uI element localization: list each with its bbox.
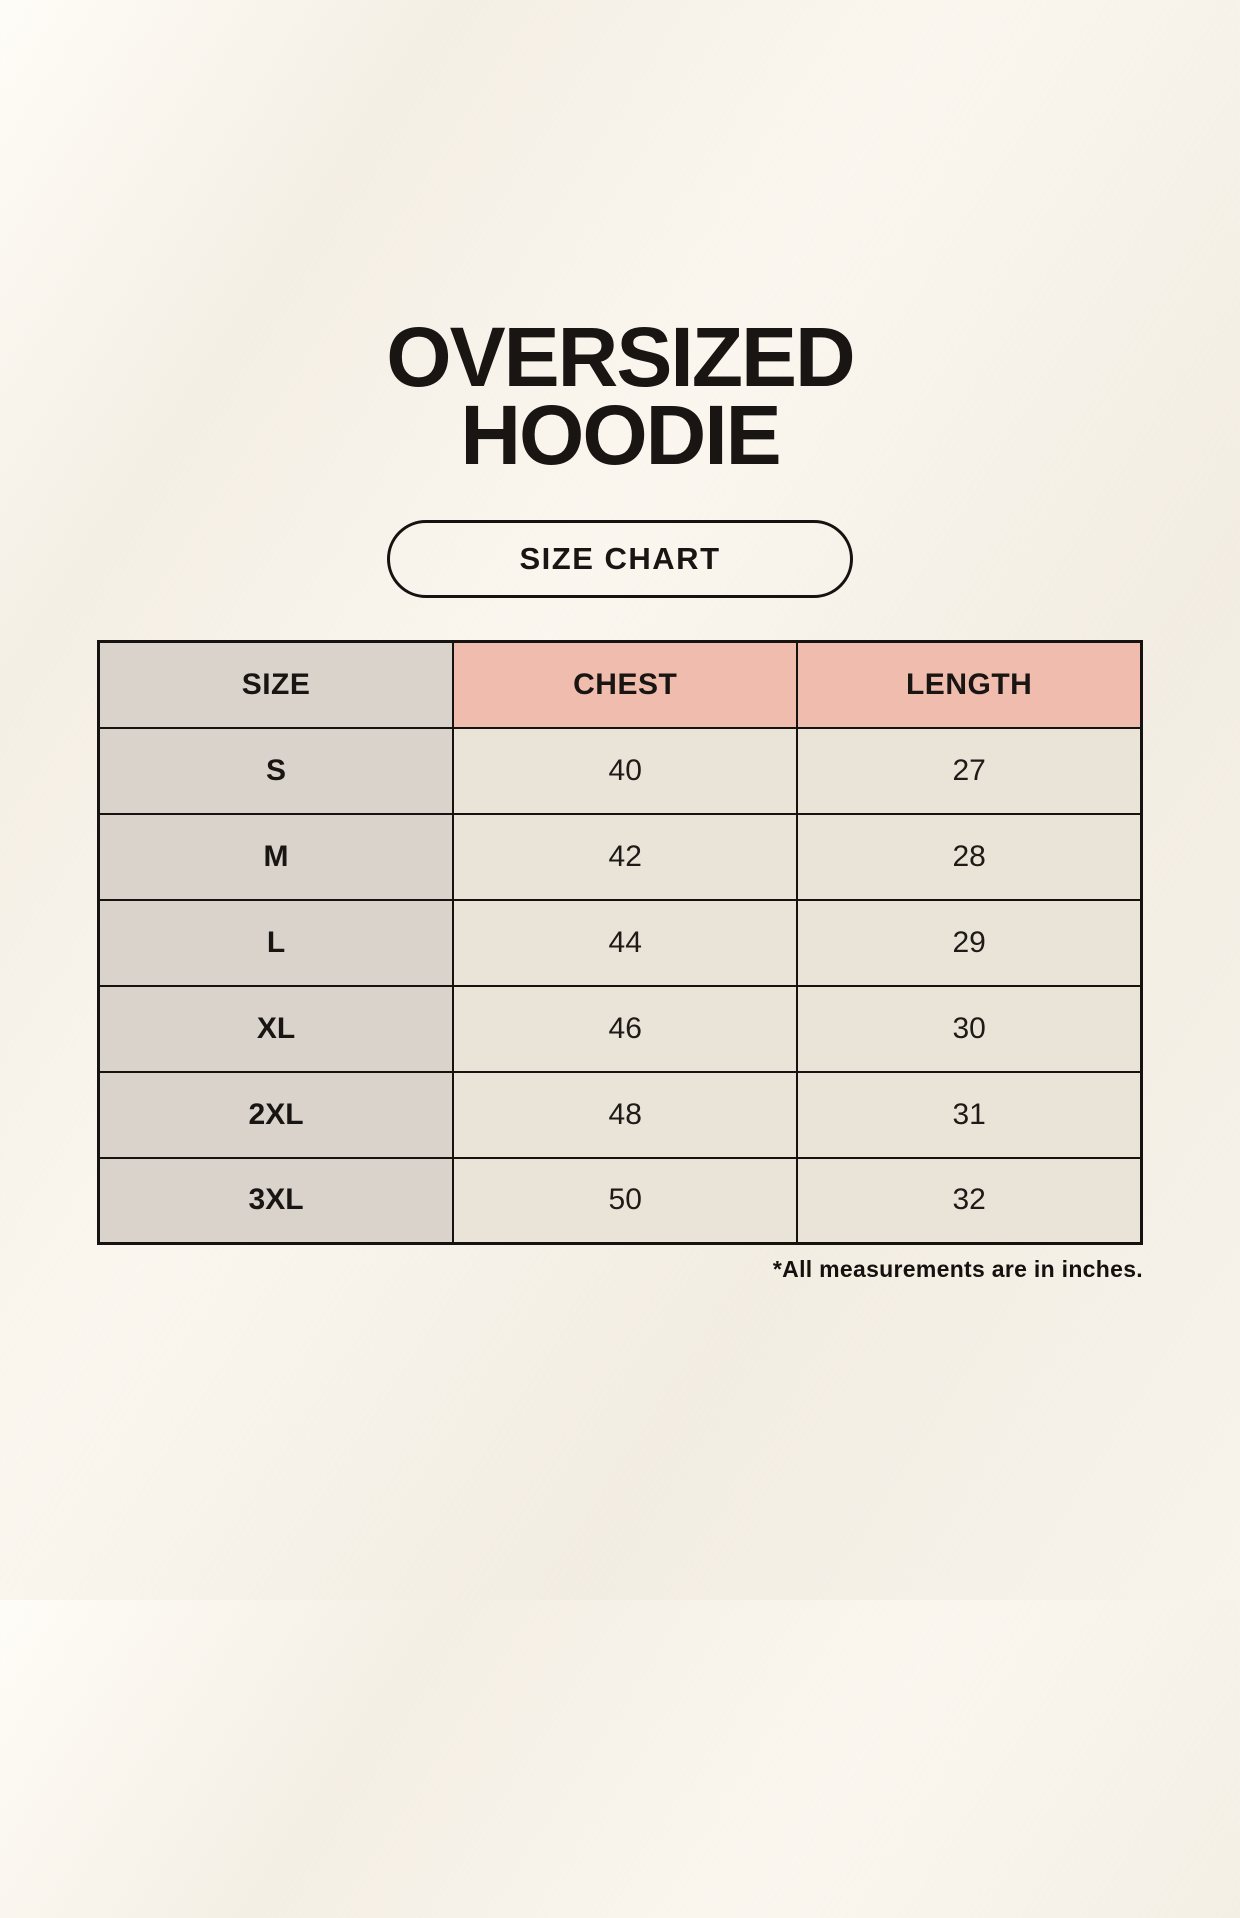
column-header-size: SIZE (97, 640, 455, 729)
size-chart-table: SIZE CHEST LENGTH S 40 27 M 42 28 L 44 2… (97, 640, 1143, 1246)
size-chart-page: OVERSIZED HOODIE SIZE CHART SIZE CHEST L… (97, 310, 1143, 1283)
size-cell: 3XL (97, 1156, 455, 1245)
table-row: XL 46 30 (97, 984, 1143, 1073)
product-title: OVERSIZED HOODIE (97, 310, 1143, 483)
size-chart-button[interactable]: SIZE CHART (387, 520, 853, 599)
length-cell: 29 (796, 898, 1143, 987)
length-cell: 31 (796, 1070, 1143, 1159)
measurements-note: *All measurements are in inches. (772, 1256, 1143, 1283)
table-row: S 40 27 (97, 726, 1143, 815)
chest-cell: 46 (452, 984, 799, 1073)
table-row: 2XL 48 31 (97, 1070, 1143, 1159)
column-header-chest: CHEST (452, 640, 799, 729)
chest-cell: 44 (452, 898, 799, 987)
chest-cell: 42 (452, 812, 799, 901)
size-cell: XL (97, 984, 455, 1073)
chest-cell: 48 (452, 1070, 799, 1159)
table-row: M 42 28 (97, 812, 1143, 901)
table-row: 3XL 50 32 (97, 1156, 1143, 1245)
chest-cell: 40 (452, 726, 799, 815)
length-cell: 27 (796, 726, 1143, 815)
size-cell: 2XL (97, 1070, 455, 1159)
product-title-line2: HOODIE (460, 388, 781, 483)
size-chart-button-label: SIZE CHART (519, 541, 721, 577)
length-cell: 28 (796, 812, 1143, 901)
chest-cell: 50 (452, 1156, 799, 1245)
table-header-row: SIZE CHEST LENGTH (97, 640, 1143, 729)
length-cell: 32 (796, 1156, 1143, 1245)
column-header-length: LENGTH (796, 640, 1143, 729)
size-cell: S (97, 726, 455, 815)
size-cell: M (97, 812, 455, 901)
product-title-line1: OVERSIZED (386, 310, 855, 404)
table-row: L 44 29 (97, 898, 1143, 987)
size-cell: L (97, 898, 455, 987)
length-cell: 30 (796, 984, 1143, 1073)
